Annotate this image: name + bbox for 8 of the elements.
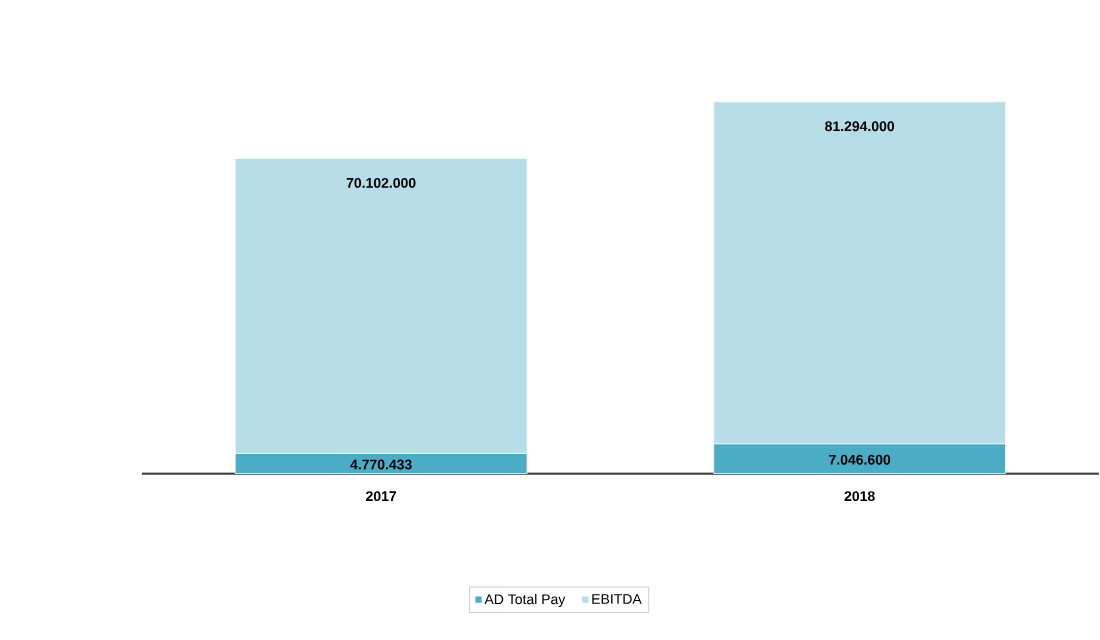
data-label: 70.102.000 [346,177,416,188]
data-label: 81.294.000 [825,121,895,132]
x-tick-label: 2017 [366,490,397,501]
legend-label: AD Total Pay [484,593,566,607]
legend-label: EBITDA [592,594,642,604]
data-label: 4.770.433 [350,459,412,470]
x-tick-label: 2018 [844,490,875,501]
data-label: 7.046.600 [829,454,891,465]
